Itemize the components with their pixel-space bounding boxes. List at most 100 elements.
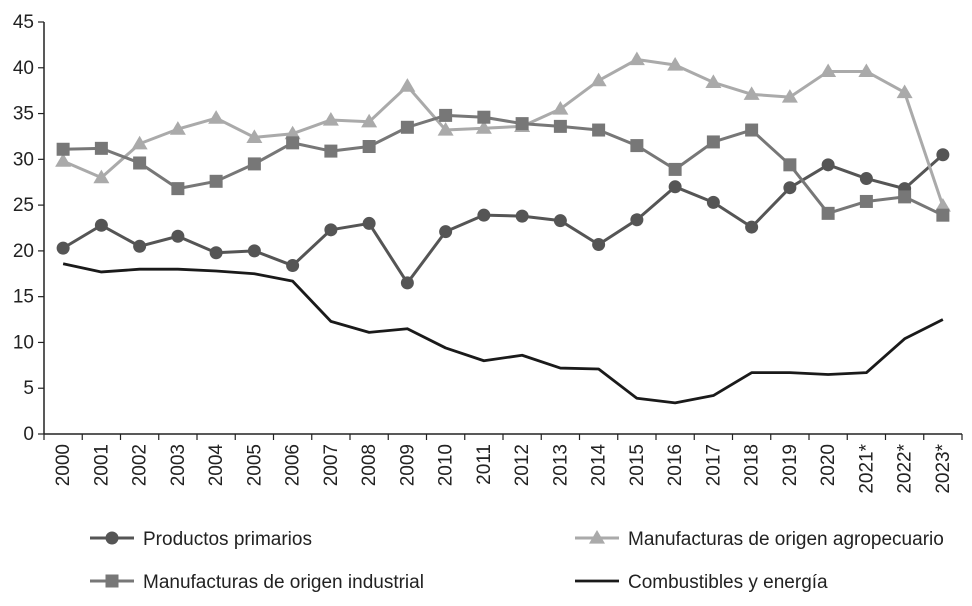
data-point	[821, 206, 835, 220]
y-tick-label: 35	[13, 104, 34, 125]
series-line	[62, 262, 944, 405]
data-point	[590, 72, 607, 87]
x-tick-label: 2017	[703, 444, 724, 486]
x-tick-label: 2006	[283, 444, 304, 486]
data-point	[284, 125, 301, 140]
series-line	[63, 113, 944, 217]
data-point	[783, 181, 797, 195]
axes: 0 5 10 15 20 25 30 35 40 45 2000 2001 2002 2003 2004 20…	[13, 12, 963, 494]
data-point	[592, 237, 606, 251]
y-tick-label: 20	[13, 241, 34, 262]
x-tick-label: 2018	[742, 444, 763, 486]
series-line	[62, 58, 945, 207]
data-point	[56, 241, 70, 255]
x-tick-label: 2003	[168, 444, 189, 486]
data-point	[745, 220, 759, 234]
y-tick-label: 25	[13, 195, 34, 216]
data-point	[400, 276, 414, 290]
data-point	[286, 136, 300, 150]
data-point	[515, 117, 529, 131]
x-tick-label: 2021*	[856, 443, 877, 493]
data-point	[934, 198, 951, 212]
y-tick-label: 10	[13, 332, 34, 353]
x-tick-label: 2005	[244, 444, 265, 486]
x-tick-label: 2004	[206, 444, 227, 487]
data-point	[324, 223, 338, 237]
legend-marker	[105, 531, 119, 545]
data-point	[171, 182, 185, 196]
legend-label: Manufacturas de origen industrial	[143, 572, 424, 593]
data-point	[477, 110, 491, 124]
data-point	[743, 86, 760, 100]
x-tick-label: 2016	[665, 444, 686, 486]
legend-marker	[105, 574, 119, 588]
x-tick-label: 2008	[359, 444, 380, 486]
y-tick-label: 45	[13, 12, 34, 33]
data-point	[171, 229, 185, 243]
y-tick-label: 30	[13, 149, 34, 170]
data-point	[209, 246, 223, 260]
series-2	[56, 108, 950, 222]
data-point	[93, 169, 110, 184]
x-tick-label: 2015	[627, 444, 648, 486]
data-point	[324, 144, 338, 158]
data-point	[630, 213, 644, 227]
data-point	[362, 216, 376, 230]
x-tick-label: 2010	[436, 444, 457, 486]
x-tick-label: 2012	[512, 444, 533, 486]
data-point	[246, 129, 263, 143]
x-tick-label: 2001	[91, 444, 112, 486]
legend-item: Combustibles y energía	[575, 572, 828, 593]
legend-label: Manufacturas de origen agropecuario	[628, 529, 944, 550]
data-point	[247, 244, 261, 258]
data-point	[439, 225, 453, 239]
x-tick-label: 2013	[550, 444, 571, 486]
data-point	[477, 208, 491, 222]
data-point	[553, 214, 567, 228]
data-point	[898, 190, 912, 204]
data-point	[668, 162, 682, 176]
data-point	[781, 89, 798, 103]
series-3	[62, 262, 944, 405]
data-point	[322, 111, 339, 126]
series-line	[62, 153, 944, 285]
data-point	[55, 153, 72, 167]
data-point	[94, 218, 108, 232]
legend: Productos primarios Manufacturas de orige…	[90, 529, 944, 593]
data-point	[936, 148, 950, 162]
legend-label: Combustibles y energía	[628, 572, 828, 593]
series-layer	[55, 51, 951, 405]
data-point	[936, 208, 950, 222]
data-point	[896, 84, 913, 99]
legend-item: Productos primarios	[90, 529, 312, 550]
x-tick-label: 2000	[53, 444, 74, 486]
series-1	[55, 51, 951, 212]
y-tick-label: 15	[13, 287, 34, 308]
legend-item: Manufacturas de origen agropecuario	[575, 529, 944, 550]
data-point	[858, 63, 875, 78]
x-tick-label: 2002	[130, 444, 151, 486]
data-point	[821, 158, 835, 172]
data-point	[133, 156, 147, 170]
legend-label: Productos primarios	[143, 529, 312, 550]
data-point	[553, 119, 567, 133]
data-point	[437, 122, 454, 136]
y-tick-label: 40	[13, 58, 34, 79]
data-point	[400, 120, 414, 134]
data-point	[745, 123, 759, 137]
x-tick-label: 2007	[321, 444, 342, 486]
data-point	[783, 158, 797, 172]
x-tick-label: 2020	[818, 444, 839, 486]
data-point	[361, 113, 378, 128]
x-tick-label: 2014	[589, 444, 610, 487]
data-point	[706, 135, 720, 149]
x-tick-label: 2009	[397, 444, 418, 486]
data-point	[859, 194, 873, 208]
data-point	[706, 195, 720, 209]
data-point	[439, 108, 453, 122]
data-point	[475, 120, 492, 134]
data-point	[705, 74, 722, 89]
data-point	[667, 57, 684, 71]
data-point	[515, 209, 529, 223]
